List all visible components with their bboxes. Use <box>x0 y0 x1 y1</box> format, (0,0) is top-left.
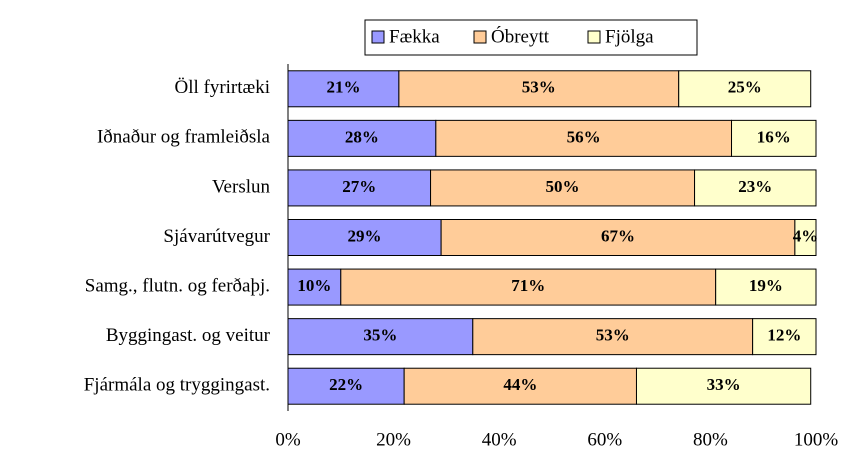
bar-segment <box>430 169 696 207</box>
legend-label: Fjölga <box>605 26 654 47</box>
bar-segment <box>435 119 733 157</box>
data-label: 53% <box>522 78 556 97</box>
data-label: 71% <box>511 276 545 295</box>
bar-segment <box>635 367 812 405</box>
data-label: 35% <box>363 326 397 345</box>
data-label: 10% <box>297 276 331 295</box>
bar-segment <box>340 268 717 306</box>
data-label: 53% <box>596 326 630 345</box>
data-label: 56% <box>567 127 601 146</box>
bar-segment <box>678 70 812 108</box>
y-tick-label: Verslun <box>212 176 271 197</box>
bar-segment <box>287 119 437 157</box>
bar-segment <box>403 367 637 405</box>
data-label: 44% <box>503 375 537 394</box>
x-tick-label: 0% <box>275 429 301 450</box>
bar-segment <box>794 219 817 256</box>
y-tick-label: Öll fyrirtæki <box>174 77 270 98</box>
y-tick-label: Iðnaður og framleiðsla <box>97 127 271 148</box>
data-label: 28% <box>345 127 379 146</box>
legend-label: Fækka <box>389 26 440 47</box>
bar-segment <box>440 219 796 256</box>
data-label: 50% <box>546 177 580 196</box>
bar-segment <box>731 119 817 157</box>
x-tick-label: 100% <box>794 429 839 450</box>
legend-swatch <box>587 30 601 44</box>
legend-box <box>364 19 698 56</box>
bar-segment <box>472 318 754 356</box>
data-label: 33% <box>707 375 741 394</box>
y-tick-label: Sjávarútvegur <box>163 226 270 247</box>
bar-segment <box>287 70 400 108</box>
bar-segment <box>398 70 680 108</box>
bar-segment <box>715 268 817 306</box>
data-label: 19% <box>749 276 783 295</box>
data-label: 22% <box>329 375 363 394</box>
legend-swatch <box>371 30 385 44</box>
x-tick-label: 20% <box>376 429 411 450</box>
legend-label: Óbreytt <box>491 25 550 47</box>
bar-segment <box>694 169 817 207</box>
data-label: 4% <box>793 226 819 245</box>
y-tick-label: Samg., flutn. og ferðaþj. <box>85 275 270 296</box>
data-label: 16% <box>757 127 791 146</box>
data-label: 23% <box>738 177 772 196</box>
y-tick-label: Fjármála og tryggingast. <box>84 375 270 396</box>
data-label: 67% <box>601 226 635 245</box>
data-label: 29% <box>348 226 382 245</box>
data-label: 21% <box>326 78 360 97</box>
bar-segment <box>752 318 817 356</box>
x-tick-label: 40% <box>482 429 517 450</box>
x-tick-label: 60% <box>587 429 622 450</box>
data-label: 12% <box>767 326 801 345</box>
legend-swatch <box>473 30 487 44</box>
data-label: 27% <box>342 177 376 196</box>
data-label: 25% <box>728 78 762 97</box>
bar-segment <box>287 318 474 356</box>
y-tick-label: Byggingast. og veitur <box>106 325 271 346</box>
x-tick-label: 80% <box>693 429 728 450</box>
